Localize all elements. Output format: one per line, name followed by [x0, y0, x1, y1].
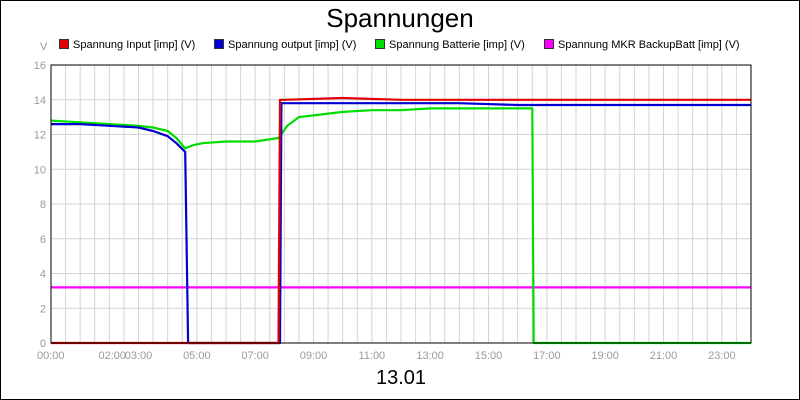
- y-tick-label: 4: [40, 269, 46, 281]
- series-line-batterie: [50, 107, 751, 345]
- x-tick-label: 00:00: [37, 350, 65, 362]
- y-tick-label: 12: [34, 130, 46, 142]
- x-tick-label: 03:00: [125, 350, 153, 362]
- legend-label-input: Spannung Input [imp] (V): [73, 39, 196, 51]
- legend-item-output: Spannung output [imp] (V): [214, 39, 356, 53]
- legend-swatch-backupbatt: [544, 39, 554, 50]
- legend-item-backupbatt: Spannung MKR BackupBatt [imp] (V): [544, 39, 740, 53]
- x-tick-label: 23:00: [708, 350, 736, 362]
- y-tick-label: 8: [40, 199, 46, 211]
- x-tick-label: 19:00: [591, 350, 619, 362]
- legend-label-output: Spannung output [imp] (V): [228, 39, 357, 51]
- y-axis-unit: V: [40, 41, 48, 53]
- x-tick-label: 11:00: [358, 350, 385, 362]
- y-tick-label: 0: [40, 338, 46, 350]
- series-line-input: [51, 96, 751, 345]
- chart-title: Spannungen: [326, 3, 474, 33]
- legend-label-batterie: Spannung Batterie [imp] (V): [389, 39, 525, 51]
- legend-swatch-output: [214, 39, 224, 50]
- x-tick-label: 15:00: [475, 350, 503, 362]
- y-tick-label: 6: [40, 234, 46, 246]
- x-tick-label: 21:00: [650, 350, 678, 362]
- x-tick-label: 07:00: [241, 350, 269, 362]
- legend-swatch-batterie: [375, 39, 385, 50]
- x-tick-label: 13:00: [416, 350, 444, 362]
- legend-label-backupbatt: Spannung MKR BackupBatt [imp] (V): [558, 39, 740, 51]
- y-tick-label: 14: [34, 95, 46, 107]
- legend-item-batterie: Spannung Batterie [imp] (V): [375, 39, 525, 53]
- y-tick-label: 16: [34, 60, 46, 72]
- y-tick-label: 2: [40, 303, 46, 315]
- x-tick-label: 09:00: [300, 350, 328, 362]
- legend-swatch-input: [59, 39, 69, 50]
- plot-border: [50, 64, 752, 344]
- x-tick-label: 17:00: [533, 350, 561, 362]
- legend-item-input: Spannung Input [imp] (V): [59, 39, 195, 53]
- x-axis-label: 13.01: [375, 367, 427, 389]
- y-tick-label: 10: [34, 164, 46, 176]
- x-tick-label: 02:00: [98, 350, 126, 362]
- x-tick-label: 05:00: [183, 350, 211, 362]
